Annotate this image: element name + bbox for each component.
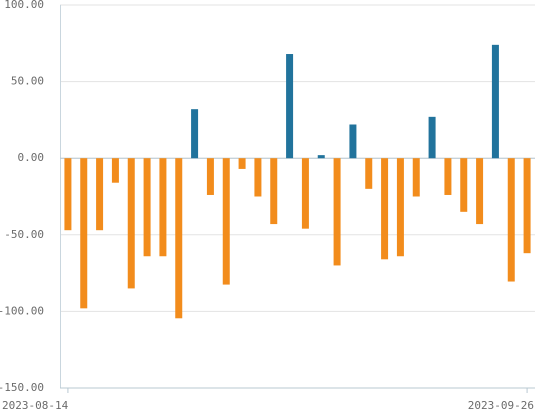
bar	[523, 158, 531, 254]
bar	[491, 44, 499, 159]
bar	[349, 124, 357, 159]
bar	[444, 158, 452, 195]
bar	[412, 158, 420, 197]
y-tick-label: 0.00	[18, 151, 45, 164]
bar	[238, 158, 246, 169]
bar	[286, 54, 294, 159]
bar	[159, 158, 167, 257]
bar	[476, 158, 484, 225]
bar	[175, 158, 183, 319]
bar	[428, 116, 436, 159]
x-tick-label: 2023-08-14	[2, 399, 69, 412]
y-tick-label: 50.00	[11, 75, 44, 88]
bar	[111, 158, 119, 183]
x-tick-label: 2023-09-26	[468, 399, 534, 412]
y-tick-label: -150.00	[0, 381, 44, 394]
bar	[96, 158, 104, 231]
bar	[80, 158, 88, 309]
bar	[396, 158, 404, 257]
y-tick-label: 100.00	[4, 0, 44, 11]
y-tick-label: -100.00	[0, 304, 44, 317]
bar	[365, 158, 373, 189]
bar	[64, 158, 72, 231]
y-tick-label: -50.00	[4, 228, 44, 241]
bar	[254, 158, 262, 197]
bar	[127, 158, 135, 289]
bar	[222, 158, 230, 285]
bar	[301, 158, 309, 229]
bar	[270, 158, 278, 225]
bar	[317, 155, 325, 159]
bar	[381, 158, 389, 260]
bar	[206, 158, 214, 195]
bar	[507, 158, 515, 282]
bar	[460, 158, 468, 212]
bar	[143, 158, 151, 257]
bar	[191, 109, 199, 159]
bar	[333, 158, 341, 266]
